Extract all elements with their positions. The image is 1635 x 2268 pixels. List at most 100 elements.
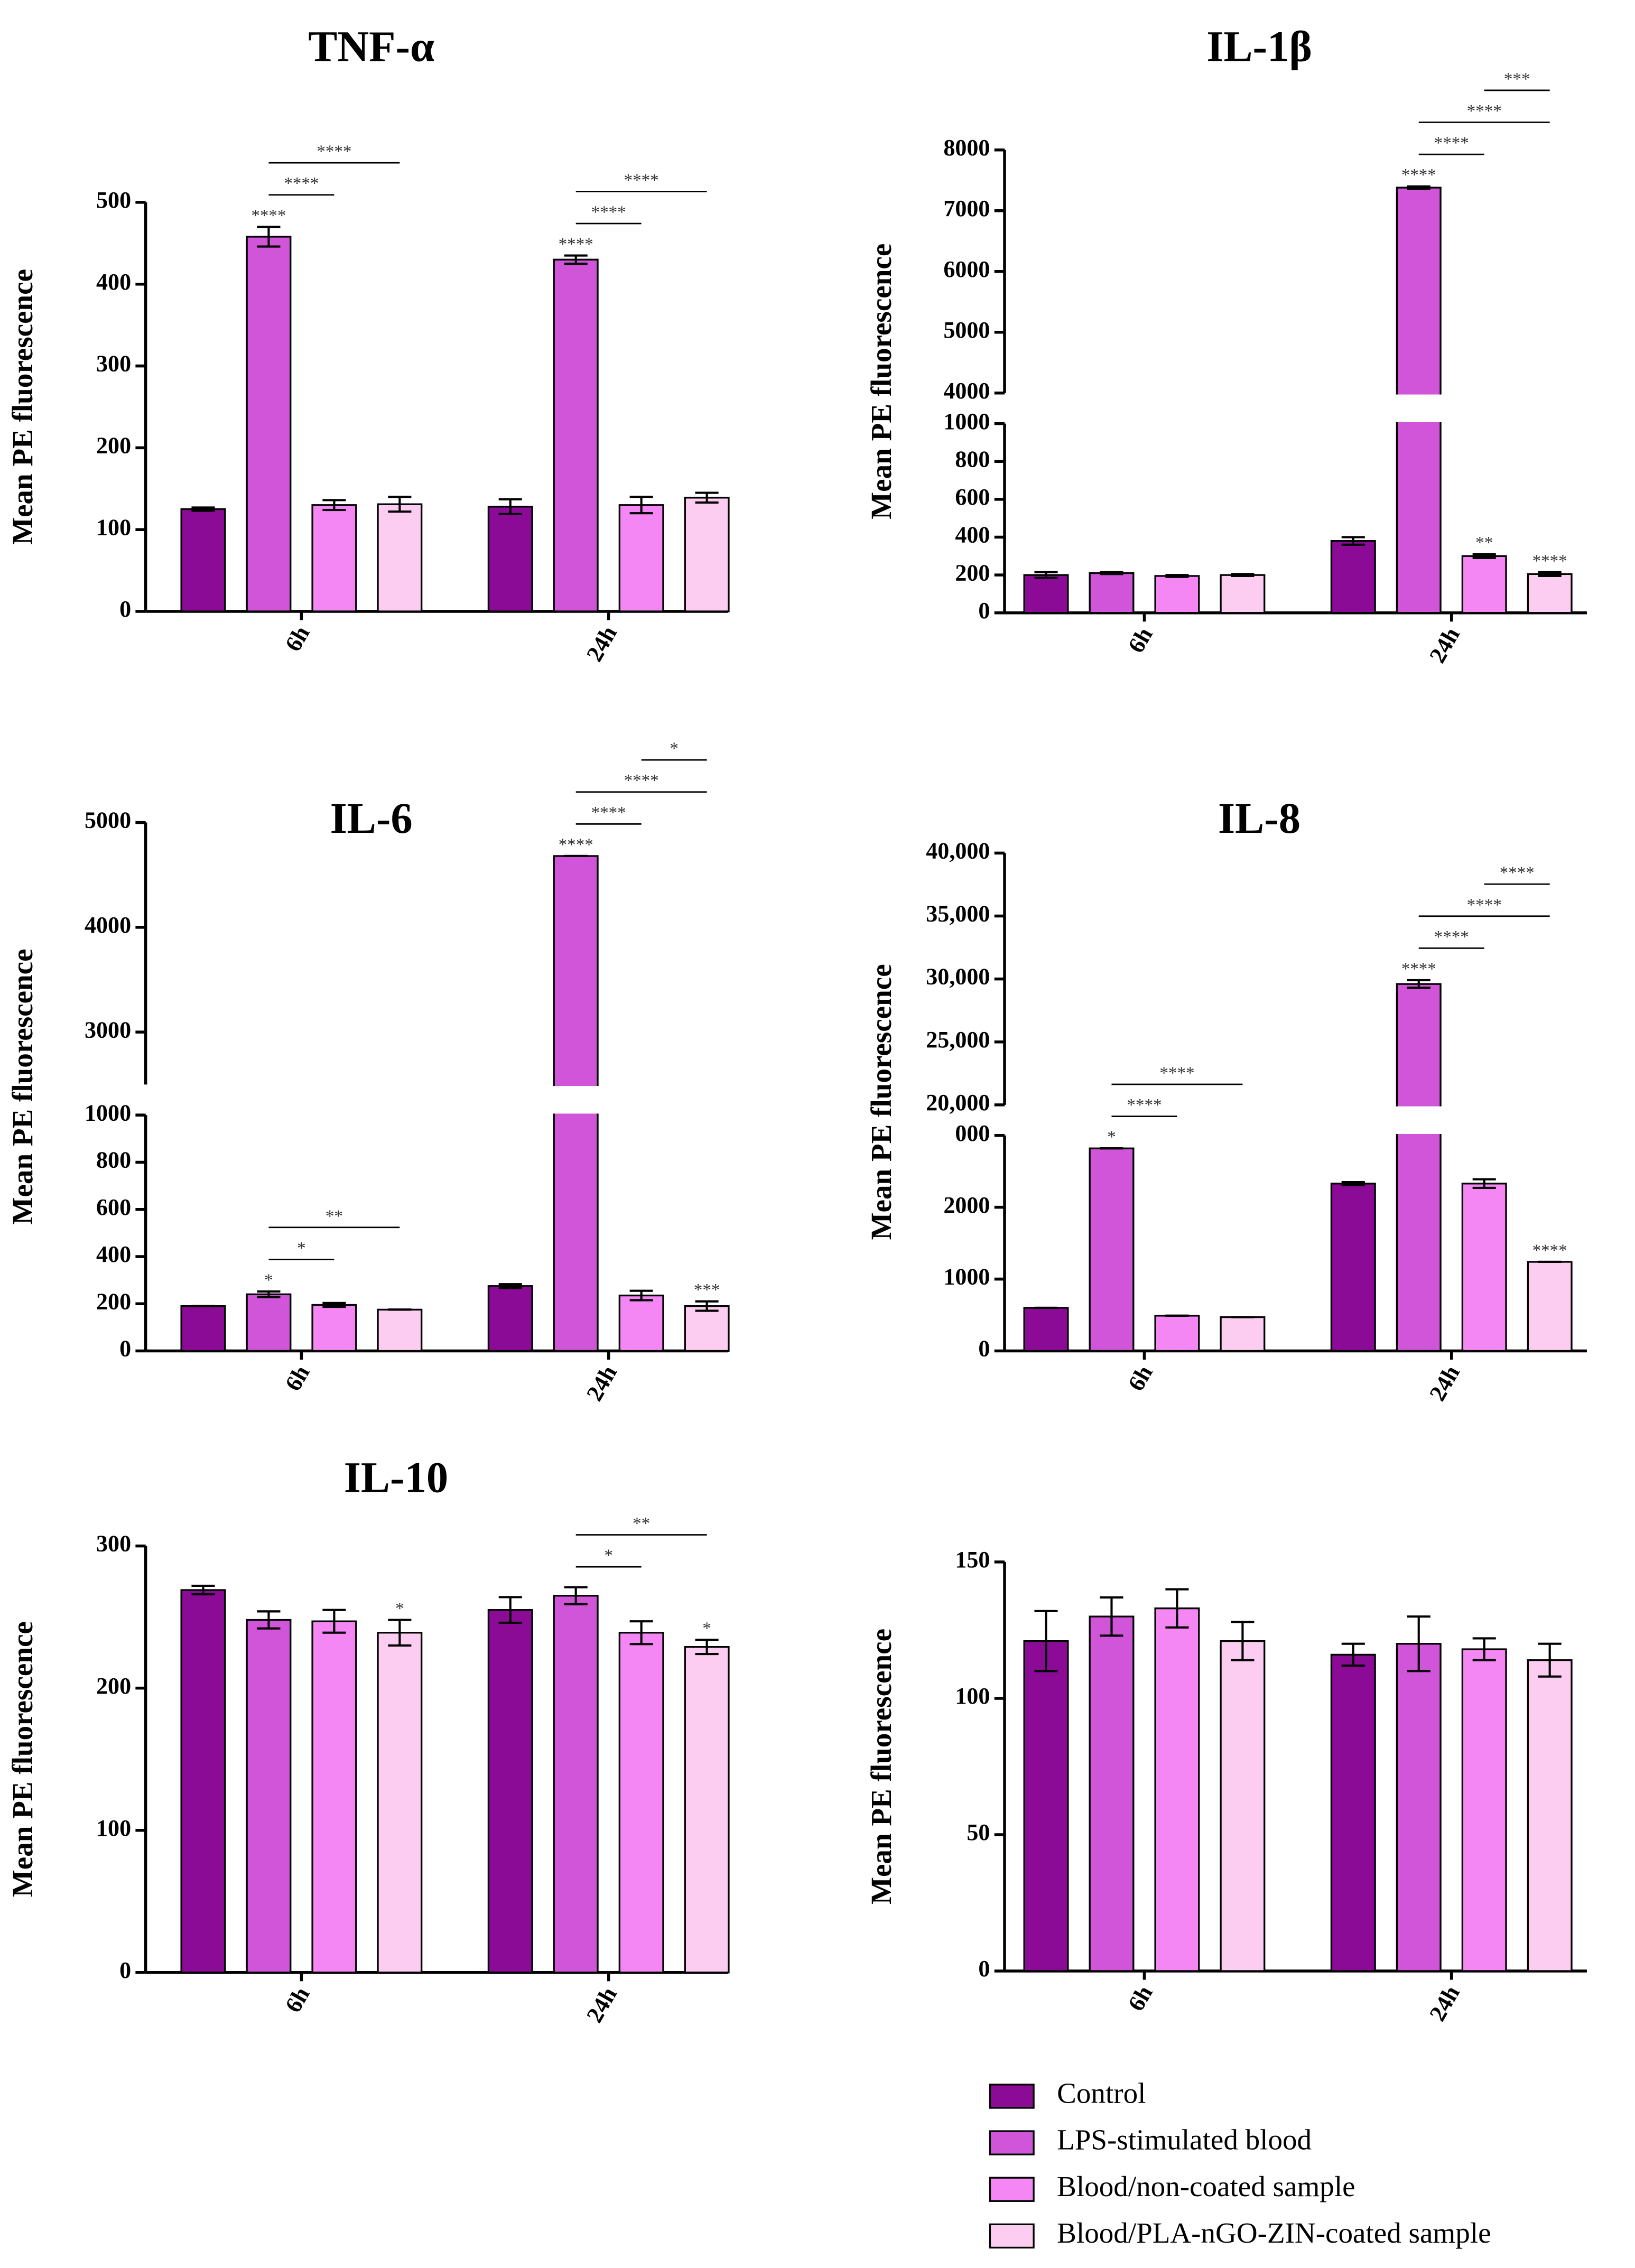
y-tick-label: 600 bbox=[96, 1194, 131, 1220]
x-tick-label: 24h bbox=[581, 1983, 622, 2027]
error-bar bbox=[1407, 1615, 1430, 1672]
y-tick-label: 800 bbox=[96, 1147, 131, 1173]
bar bbox=[1220, 574, 1266, 614]
error-bar bbox=[388, 496, 412, 513]
y-tick-label: 1000 bbox=[85, 1100, 131, 1126]
y-tick-label: 300 bbox=[96, 351, 131, 377]
significance: * bbox=[604, 1546, 613, 1565]
bar bbox=[1396, 1643, 1442, 1972]
y-tick-label: 200 bbox=[96, 432, 131, 458]
error-bar bbox=[629, 1620, 653, 1646]
bar bbox=[1330, 540, 1376, 614]
significance: **** bbox=[624, 171, 659, 190]
panel: IL-8 Mean PE fluorescence 0 1000 2000 000 20,0… bbox=[865, 794, 1588, 1405]
y-tick-label: 200 bbox=[96, 1288, 131, 1314]
error-bar bbox=[1407, 979, 1430, 989]
significance: **** bbox=[591, 803, 626, 822]
error-bar bbox=[1034, 1610, 1058, 1672]
y-tick-label: 8000 bbox=[943, 135, 990, 161]
legend-label: Control bbox=[1057, 2077, 1146, 2109]
y-tick-label: 100 bbox=[96, 514, 131, 540]
bar bbox=[180, 1589, 226, 1974]
y-tick-label: 1000 bbox=[943, 1264, 990, 1290]
bar bbox=[377, 1308, 423, 1352]
y-tick-label: 20,000 bbox=[926, 1090, 990, 1116]
error-bar bbox=[1034, 571, 1058, 579]
y-tick-label: 3000 bbox=[85, 1017, 131, 1043]
bar bbox=[1023, 1307, 1069, 1352]
y-axis-label: Mean PE fluorescence bbox=[865, 1629, 897, 1904]
bar bbox=[553, 258, 599, 612]
bar bbox=[1220, 1316, 1266, 1352]
significance: **** bbox=[1532, 1241, 1567, 1260]
y-tick-label: 7000 bbox=[943, 196, 990, 221]
significance: ** bbox=[326, 1207, 343, 1226]
significance: **** bbox=[317, 142, 351, 161]
error-bar bbox=[388, 1619, 412, 1647]
significance: * bbox=[1107, 1128, 1116, 1147]
legend-label: LPS-stimulated blood bbox=[1057, 2124, 1312, 2156]
y-tick-label: 5000 bbox=[943, 317, 990, 343]
error-bar bbox=[1231, 573, 1255, 578]
y-axis-label: Mean PE fluorescence bbox=[6, 1621, 39, 1897]
error-bar bbox=[695, 1639, 719, 1656]
y-tick-label: 200 bbox=[96, 1673, 131, 1699]
error-bar bbox=[564, 254, 588, 265]
y-tick-label: 200 bbox=[955, 560, 990, 585]
error-bar bbox=[498, 498, 522, 515]
bar bbox=[618, 1294, 664, 1352]
error-bar bbox=[1100, 571, 1123, 575]
error-bar bbox=[1341, 1181, 1365, 1186]
error-bar bbox=[1407, 185, 1430, 190]
error-bar bbox=[1538, 571, 1562, 578]
y-tick-label: 600 bbox=[955, 484, 990, 510]
legend-swatch bbox=[989, 2223, 1035, 2249]
error-bar bbox=[191, 1584, 215, 1596]
bar bbox=[618, 504, 664, 612]
error-bar bbox=[498, 1596, 522, 1624]
bar bbox=[1089, 1147, 1135, 1352]
bar bbox=[684, 1305, 730, 1352]
significance: **** bbox=[591, 203, 626, 222]
bar bbox=[1527, 1659, 1573, 1972]
y-tick-label: 35,000 bbox=[926, 901, 990, 927]
significance: **** bbox=[559, 835, 593, 854]
panel: IL-1β Mean PE fluorescence 0 200 400 600 800 10… bbox=[865, 22, 1588, 667]
bar bbox=[684, 1646, 730, 1974]
x-tick-label: 6h bbox=[1123, 623, 1158, 657]
bar bbox=[311, 1620, 357, 1974]
significance: ** bbox=[633, 1514, 650, 1533]
y-tick-label: 0 bbox=[119, 1336, 131, 1362]
y-tick-label: 1000 bbox=[943, 408, 990, 434]
y-tick-label: 400 bbox=[96, 269, 131, 295]
x-tick-label: 6h bbox=[1123, 1981, 1158, 2015]
error-bar bbox=[1538, 1642, 1562, 1678]
chart-title: IL-1β bbox=[1206, 22, 1312, 71]
y-tick-label: 2000 bbox=[943, 1192, 990, 1218]
bar bbox=[618, 1632, 664, 1974]
error-bar bbox=[257, 1290, 281, 1298]
bar bbox=[377, 1632, 423, 1974]
y-tick-label: 6000 bbox=[943, 256, 990, 282]
y-tick-label: 400 bbox=[955, 522, 990, 548]
error-bar bbox=[1231, 1621, 1255, 1661]
y-tick-label: 300 bbox=[96, 1531, 131, 1557]
axis-break bbox=[1003, 394, 1588, 422]
significance: **** bbox=[251, 206, 286, 225]
y-tick-label: 40,000 bbox=[926, 838, 990, 863]
y-tick-label: 400 bbox=[96, 1241, 131, 1267]
bar bbox=[1461, 1183, 1507, 1352]
y-tick-label: 0 bbox=[978, 598, 990, 624]
y-tick-label: 800 bbox=[955, 446, 990, 472]
error-bar bbox=[322, 1302, 346, 1308]
bar bbox=[246, 236, 292, 612]
axis-break bbox=[1003, 1106, 1588, 1134]
legend-swatch bbox=[989, 2084, 1035, 2109]
significance: ** bbox=[1475, 534, 1493, 553]
error-bar bbox=[498, 1283, 522, 1289]
significance: **** bbox=[1127, 1096, 1162, 1115]
legend-swatch bbox=[989, 2130, 1035, 2155]
bar bbox=[1330, 1653, 1376, 1972]
bar bbox=[1023, 1640, 1069, 1972]
